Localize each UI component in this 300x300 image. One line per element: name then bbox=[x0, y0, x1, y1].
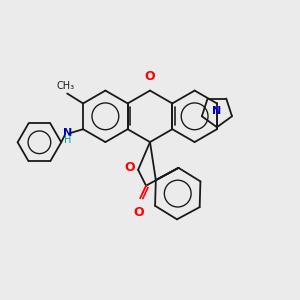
Text: N: N bbox=[212, 106, 221, 116]
Text: O: O bbox=[125, 161, 136, 174]
Text: O: O bbox=[133, 206, 144, 219]
Text: CH₃: CH₃ bbox=[56, 81, 74, 91]
Text: N: N bbox=[63, 128, 72, 138]
Text: O: O bbox=[145, 70, 155, 83]
Text: H: H bbox=[64, 135, 71, 145]
